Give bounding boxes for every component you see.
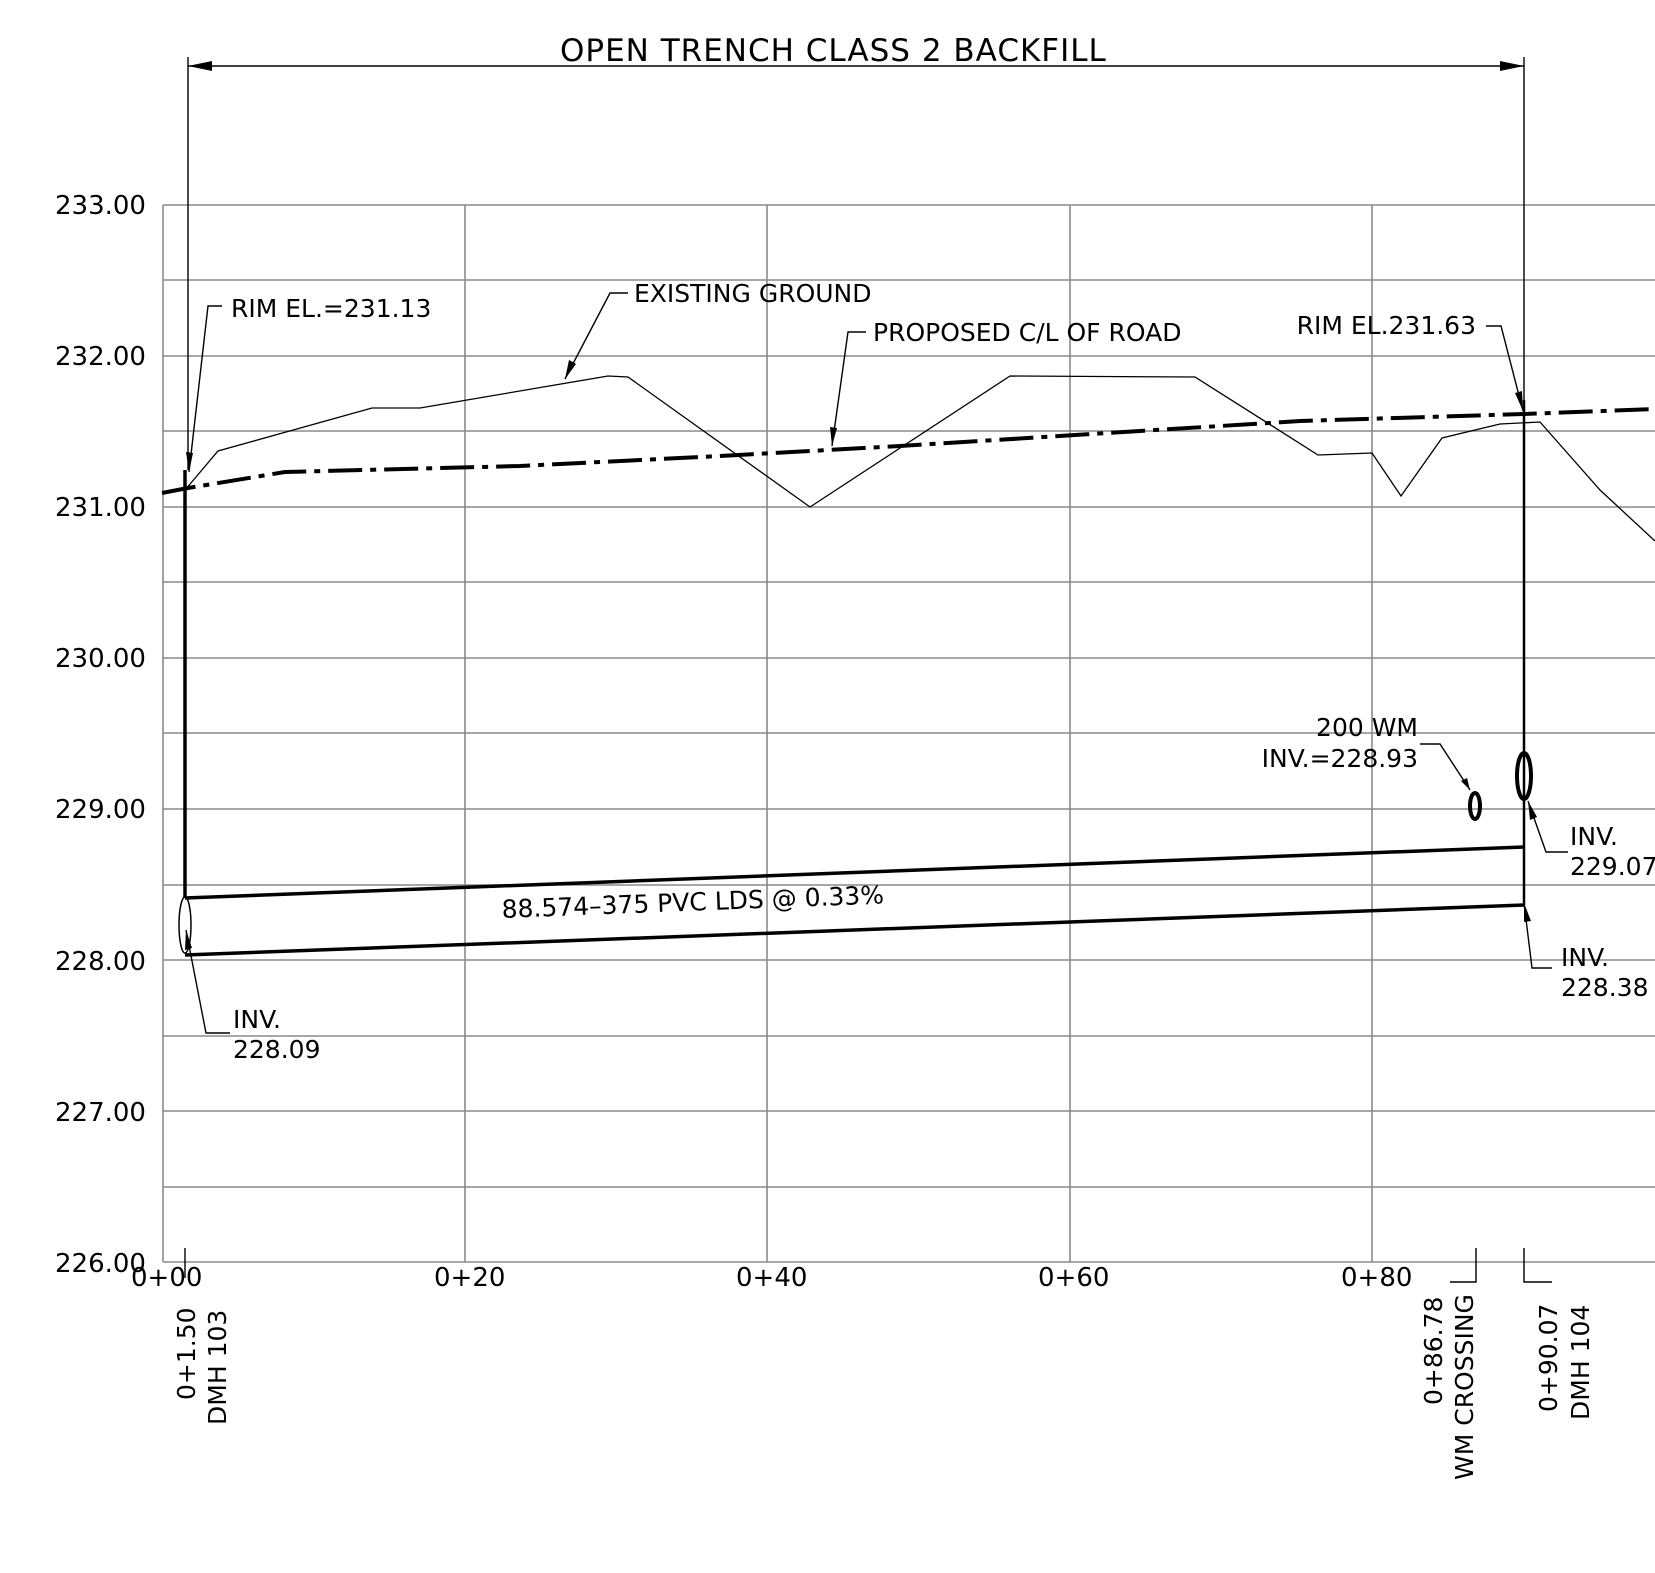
rim-103-label: RIM EL.=231.13 (231, 294, 431, 323)
station-dmh103-name: DMH 103 (203, 1310, 232, 1425)
y-tick-label: 232.00 (55, 342, 146, 372)
pipe-invert (184, 903, 1525, 957)
station-bracket (1523, 1248, 1552, 1283)
sewer-pipe: 88.574–375 PVC LDS @ 0.33% (184, 845, 1525, 957)
proposed-road-centerline (161, 407, 1655, 495)
x-tick-label: 0+60 (1038, 1263, 1109, 1293)
proposed-road-leader (831, 331, 866, 447)
existing-ground-leader (564, 292, 628, 380)
inv-104-out-value: 229.07 (1570, 852, 1655, 881)
rim-103-leader (188, 305, 222, 473)
existing-ground-line (184, 375, 1655, 542)
x-axis-labels: 0+00 0+20 0+40 0+60 0+80 (131, 1263, 1412, 1293)
rim-104-label: RIM EL.231.63 (1297, 311, 1476, 340)
pipe-obvert (184, 845, 1525, 900)
x-tick-label: 0+40 (736, 1263, 807, 1293)
inv-103-value: 228.09 (233, 1035, 320, 1064)
station-dmh104-name: DMH 104 (1566, 1305, 1595, 1420)
y-tick-label: 229.00 (55, 795, 146, 825)
wm-size-label: 200 WM (1316, 713, 1418, 742)
backfill-dimension: OPEN TRENCH CLASS 2 BACKFILL (187, 33, 1525, 470)
x-tick-label: 0+20 (434, 1263, 505, 1293)
inv-104-in-word: INV. (1561, 943, 1609, 972)
outlet-pipe-ellipse (1515, 751, 1533, 801)
watermain-ellipse (1468, 791, 1482, 821)
rim-104-leader (1486, 325, 1524, 412)
grid (162, 204, 1655, 1263)
pipe-label: 88.574–375 PVC LDS @ 0.33% (501, 880, 884, 924)
watermain-crossing: 200 WM INV.=228.93 (1262, 713, 1482, 821)
invert-annotations: INV. 228.09 INV. 229.07 INV. 228.38 (185, 800, 1655, 1064)
y-tick-label: 228.00 (55, 947, 146, 977)
y-tick-label: 226.00 (55, 1249, 146, 1279)
station-dmh104-chainage: 0+90.07 (1534, 1304, 1563, 1412)
leader-arrow (1524, 903, 1531, 922)
wm-leader (1420, 743, 1471, 791)
wm-invert-label: INV.=228.93 (1262, 744, 1418, 773)
leader-arrow (1528, 801, 1537, 820)
inv-103-word: INV. (233, 1005, 281, 1034)
inv-104-in-leader (1523, 902, 1552, 969)
drawing-title: OPEN TRENCH CLASS 2 BACKFILL (560, 33, 1107, 69)
y-tick-label: 233.00 (55, 191, 146, 221)
leader-arrow (1515, 391, 1523, 411)
station-wm-name: WM CROSSING (1450, 1294, 1479, 1480)
arrow-left (188, 61, 212, 71)
proposed-road-label: PROPOSED C/L OF ROAD (873, 318, 1181, 347)
station-bracket (1450, 1248, 1477, 1283)
surface-annotations: EXISTING GROUND PROPOSED C/L OF ROAD (564, 279, 1181, 447)
existing-ground-label: EXISTING GROUND (634, 279, 872, 308)
x-tick-label: 0+00 (131, 1263, 202, 1293)
inv-103-leader (185, 929, 230, 1034)
arrow-right (1500, 61, 1524, 71)
x-tick-label: 0+80 (1341, 1263, 1412, 1293)
y-tick-label: 231.00 (55, 493, 146, 523)
leader-arrow (185, 930, 192, 950)
station-wm-chainage: 0+86.78 (1419, 1297, 1448, 1405)
leader-arrow (1461, 778, 1470, 790)
inv-104-out-word: INV. (1570, 822, 1618, 851)
station-dmh103-chainage: 0+1.50 (172, 1307, 201, 1400)
leader-arrow (565, 360, 576, 379)
rim-annotations: RIM EL.=231.13 RIM EL.231.63 (186, 294, 1524, 473)
leader-arrow (186, 452, 193, 472)
inv-104-in-value: 228.38 (1561, 973, 1648, 1002)
station-markers: 0+1.50 DMH 103 0+86.78 WM CROSSING 0+90.… (172, 1248, 1595, 1480)
manhole-dmh103 (178, 470, 192, 954)
y-axis-labels: 233.00 232.00 231.00 230.00 229.00 228.0… (55, 191, 146, 1279)
manhole-dmh104 (1515, 400, 1533, 905)
y-tick-label: 230.00 (55, 644, 146, 674)
y-tick-label: 227.00 (55, 1098, 146, 1128)
leader-arrow (830, 427, 837, 446)
